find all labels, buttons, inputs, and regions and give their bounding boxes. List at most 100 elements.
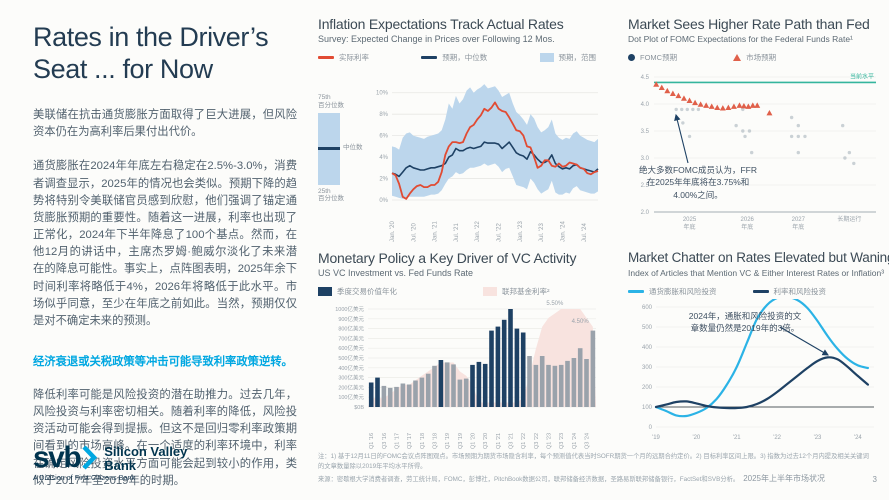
svg-text:200: 200 — [642, 385, 653, 391]
chart-legend: 通货膨胀和风险投资 利率和风险投资 — [628, 284, 884, 298]
body-paragraph-2: 降低利率可能是风险投资的潜在助推力。过去几年，风险投资与利率密切相关。随着利率的… — [33, 388, 297, 487]
legend-line-swatch — [421, 55, 438, 59]
svg-text:100: 100 — [642, 405, 653, 411]
svg-text:Q1 '16: Q1 '16 — [369, 433, 375, 449]
highlight-sentence: 经济衰退或关税政策等冲击可能导致利率政策逆转。 — [33, 356, 293, 369]
svg-text:Q1 '24: Q1 '24 — [572, 433, 578, 449]
svg-text:5.50%: 5.50% — [546, 301, 564, 307]
svg-text:800亿美元: 800亿美元 — [338, 325, 364, 333]
chart-subtitle: Index of Articles that Mention VC & Eith… — [628, 268, 885, 278]
chart-legend: 季度交易价值年化 联邦基金利率² — [318, 284, 602, 298]
svg-text:年底: 年底 — [741, 223, 753, 231]
chart-legend: 实际利率 预期，中位数 预期，范围 — [318, 50, 602, 64]
svg-text:Jul. '21: Jul. '21 — [454, 223, 460, 242]
svg-text:Q3 '23: Q3 '23 — [559, 433, 565, 449]
svg-text:500: 500 — [642, 325, 653, 331]
legend-item: 市场预期 — [733, 52, 776, 63]
chart-title: Market Chatter on Rates Elevated but Wan… — [628, 250, 889, 265]
svg-text:'19: '19 — [652, 435, 660, 441]
chart-title: Inflation Expectations Track Actual Rate… — [318, 16, 564, 32]
svg-text:当前水平: 当前水平 — [850, 72, 874, 80]
footnote-2: 来源：密歇根大学消费者调查，劳工统计局，FOMC，彭博社，PitchBook数据… — [318, 475, 740, 483]
legend-item: 季度交易价值年化 — [318, 286, 397, 297]
svg-text:3.0: 3.0 — [641, 156, 650, 162]
svg-text:4%: 4% — [379, 155, 388, 161]
svg-text:10%: 10% — [376, 91, 389, 97]
svg-text:Jan. '23: Jan. '23 — [518, 221, 524, 242]
svg-text:200亿美元: 200亿美元 — [338, 383, 364, 391]
svg-text:2.5: 2.5 — [641, 183, 650, 189]
svg-text:8%: 8% — [379, 112, 388, 118]
percentile-box: 中位数 — [318, 112, 363, 185]
svg-text:4.0: 4.0 — [641, 102, 650, 108]
body-paragraph-1: 通货膨胀在2024年年底左右稳定在2.5%-3.0%，消费者调查显示，2025年… — [33, 160, 297, 327]
svg-text:600: 600 — [642, 305, 653, 311]
median-line-swatch — [318, 146, 340, 150]
chart-subtitle: Dot Plot of FOMC Expectations for the Fe… — [628, 34, 853, 44]
svb-logo-name: Silicon Valley Bank — [104, 444, 188, 473]
footnote-1: 注：1) 基于12月11日的FOMC会议点阵图观点。市场预期为期货市场隐含利率，… — [318, 453, 869, 470]
svg-text:Q3 '20: Q3 '20 — [483, 433, 489, 449]
market-chatter-chart: Market Chatter on Rates Elevated but Wan… — [628, 250, 889, 447]
svg-text:Q1 '17: Q1 '17 — [395, 433, 401, 449]
svg-text:年底: 年底 — [792, 223, 804, 231]
svg-text:600亿美元: 600亿美元 — [338, 344, 364, 352]
chart-subtitle: Survey: Expected Change in Prices over F… — [318, 34, 555, 44]
svg-text:400亿美元: 400亿美元 — [338, 364, 364, 372]
intro-paragraph: 美联储在抗击通货膨胀方面取得了巨大进展，但风险资本仍在为高利率后果付出代价。 — [33, 109, 297, 139]
svg-text:Jan. '21: Jan. '21 — [433, 221, 439, 242]
legend-item: 预期，中位数 — [421, 52, 487, 63]
svg-text:Q1 '18: Q1 '18 — [420, 433, 426, 449]
svg-text:100亿美元: 100亿美元 — [338, 393, 364, 401]
legend-item: FOMC预期 — [628, 52, 677, 63]
svg-text:Q3 '24: Q3 '24 — [585, 433, 591, 449]
svg-text:700亿美元: 700亿美元 — [338, 334, 364, 342]
svg-text:2%: 2% — [379, 177, 388, 183]
svg-text:$0B: $0B — [354, 405, 364, 411]
footnotes: 注：1) 基于12月11日的FOMC会议点阵图观点。市场预期为期货市场隐含利率，… — [318, 452, 874, 487]
chart-title: Monetary Policy a Key Driver of VC Activ… — [318, 250, 577, 266]
svg-text:2.0: 2.0 — [641, 210, 650, 216]
percentile-legend: 75th 百分位数 中位数 25th 百分位数 — [318, 94, 363, 203]
legend-line-swatch — [628, 289, 644, 293]
legend-tri-swatch — [733, 53, 742, 61]
svg-text:4.50%: 4.50% — [572, 319, 590, 325]
legend-item: 利率和风险投资 — [752, 286, 826, 297]
svg-text:2026: 2026 — [741, 217, 755, 223]
svg-text:3.5: 3.5 — [641, 129, 650, 135]
svg-text:年底: 年底 — [684, 223, 696, 231]
svg-text:1000亿美元: 1000亿美元 — [335, 305, 364, 313]
svg-text:300亿美元: 300亿美元 — [338, 374, 364, 382]
left-panel: Rates in the Driver’s Seat ... for Now 美联… — [33, 22, 297, 500]
svg-text:'20: '20 — [692, 435, 700, 441]
chart-legend: FOMC预期 市场预期 — [628, 50, 884, 64]
svg-text:Jul. '22: Jul. '22 — [497, 223, 503, 242]
svg-text:Jan. '22: Jan. '22 — [475, 221, 481, 242]
legend-dot-swatch — [628, 53, 635, 61]
market-chatter-plot: 0 100 200 300 400 500 600 '19 '20 '21 '22 '23 '24 — [642, 299, 874, 441]
svg-text:4.5: 4.5 — [641, 75, 650, 81]
page-number: 3 — [872, 475, 877, 484]
svg-text:6%: 6% — [379, 134, 388, 140]
svg-text:Q1 '21: Q1 '21 — [496, 433, 502, 449]
legend-item: 联邦基金利率² — [483, 286, 550, 297]
legend-item: 预期，范围 — [539, 52, 596, 63]
svg-text:2025: 2025 — [683, 217, 697, 223]
dot-plot-plot: 4.54.03.53.02.52.0当前水平2025年底2026年底2027年底… — [641, 72, 876, 231]
svg-text:Q3 '21: Q3 '21 — [509, 433, 515, 449]
svg-text:2027: 2027 — [792, 217, 806, 223]
svb-logo-mark: svb — [33, 441, 82, 474]
page-title: Rates in the Driver’s Seat ... for Now — [33, 22, 269, 84]
svg-text:Jul. '23: Jul. '23 — [539, 223, 545, 242]
legend-line-swatch — [318, 55, 334, 59]
svg-text:Q3 '18: Q3 '18 — [433, 433, 439, 449]
svb-logo: svb Silicon Valley Bank A Division of Fir… — [33, 441, 188, 483]
chart-title: Market Sees Higher Rate Path than Fed — [628, 16, 870, 32]
svg-text:Q3 '16: Q3 '16 — [382, 433, 388, 449]
svg-text:Q3 '17: Q3 '17 — [407, 433, 413, 449]
svg-text:Jul. '24: Jul. '24 — [582, 223, 588, 242]
svg-text:Q3 '22: Q3 '22 — [534, 433, 540, 449]
svg-text:0: 0 — [649, 425, 653, 431]
